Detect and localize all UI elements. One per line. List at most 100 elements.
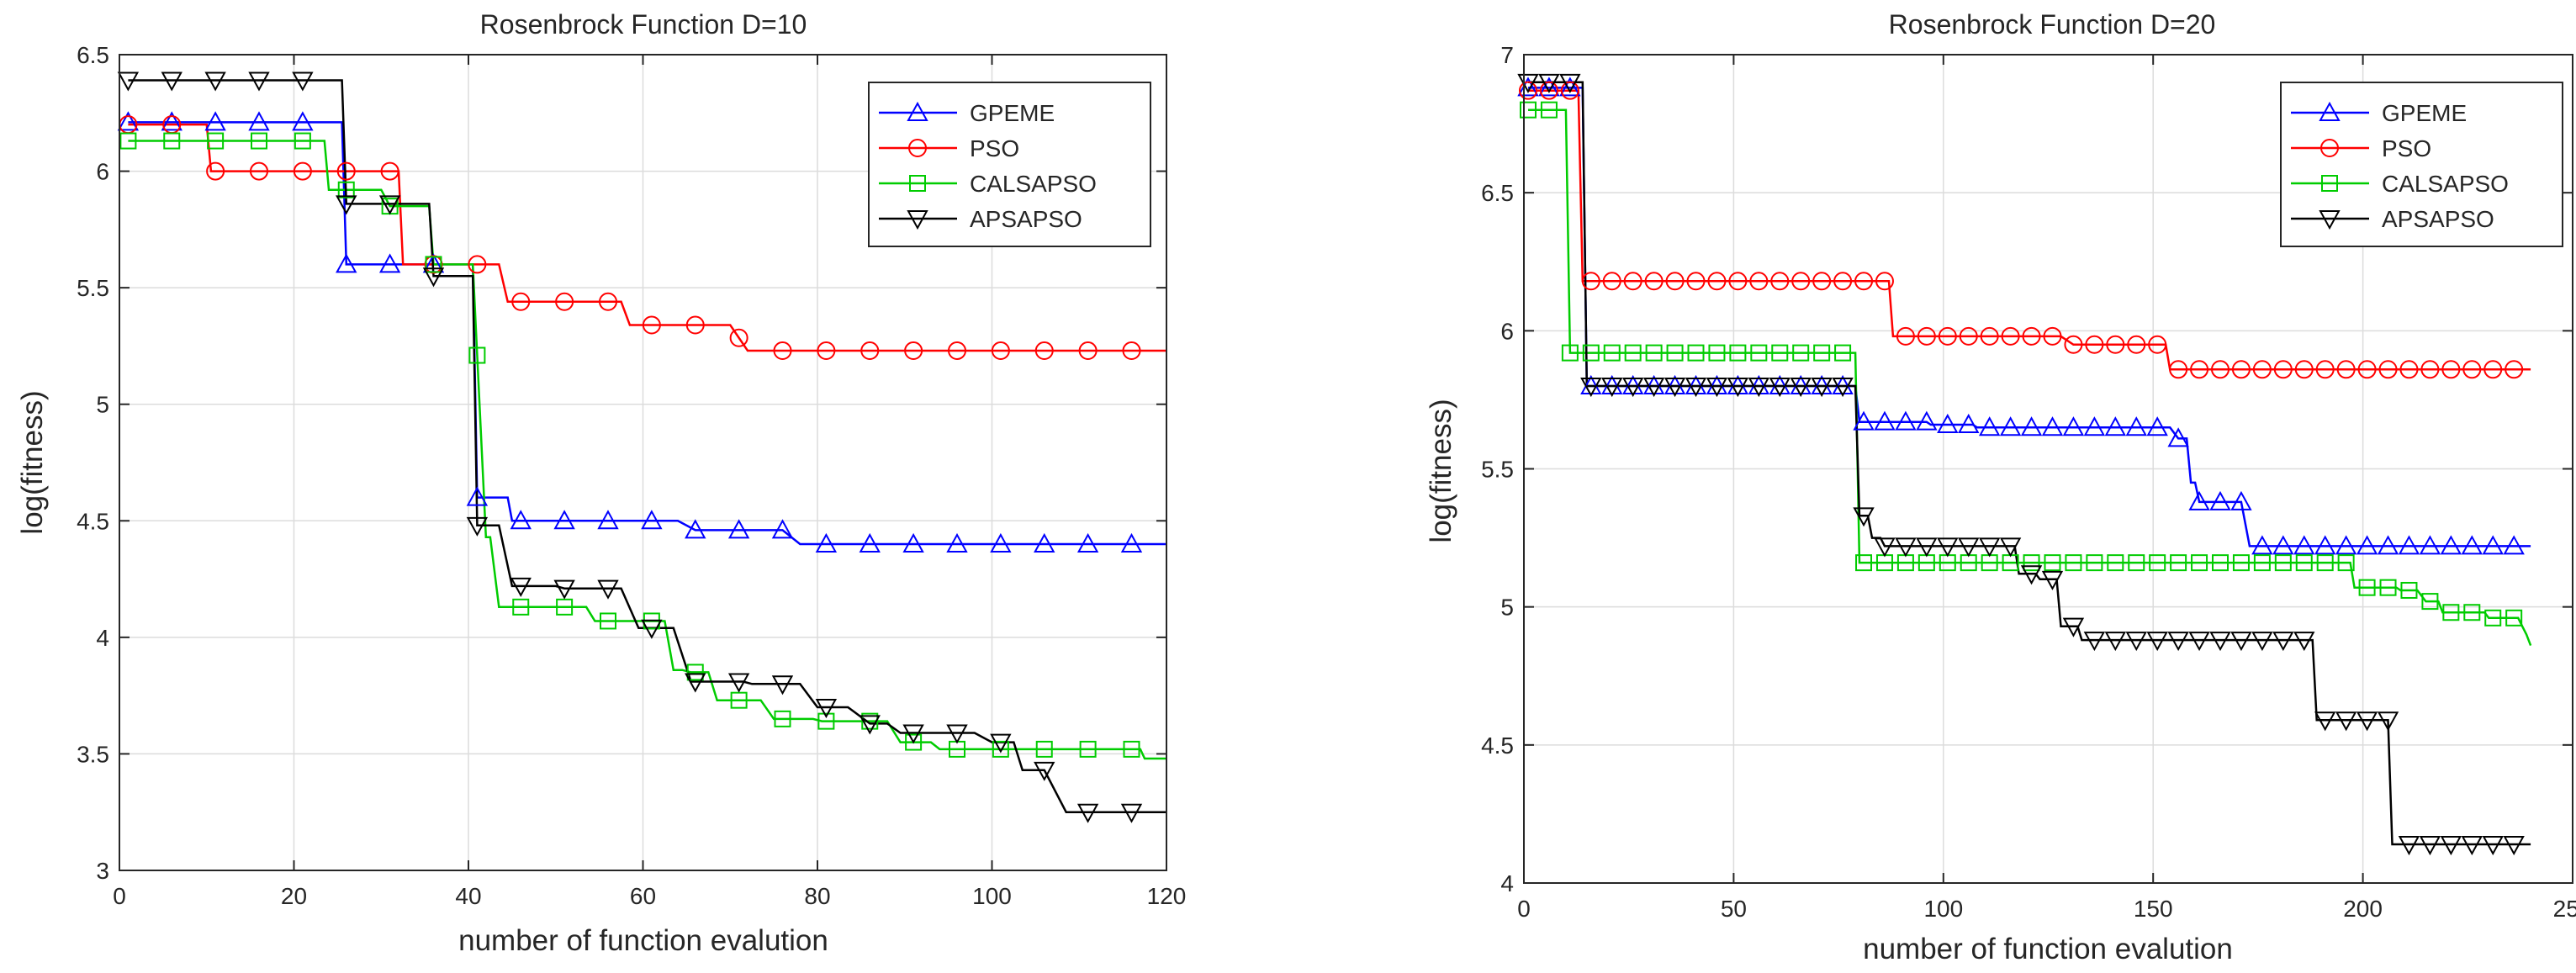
data-point-pso	[2336, 360, 2356, 379]
data-point-gpeme	[2146, 416, 2168, 436]
data-point-pso	[1875, 272, 1894, 291]
data-point-calsapso	[2274, 554, 2292, 572]
data-point-apsapso	[2020, 565, 2043, 585]
data-point-apsapso	[292, 71, 314, 92]
y-tick-label: 6.5	[1481, 180, 1514, 206]
legend-marker-calsapso	[2321, 175, 2338, 192]
data-point-apsapso	[946, 724, 968, 744]
data-point-gpeme	[2062, 416, 2085, 436]
x-tick-label: 150	[2134, 896, 2173, 922]
data-point-apsapso	[2062, 617, 2085, 637]
data-point-calsapso	[2170, 554, 2187, 572]
y-axis-label: log(fitness)	[16, 390, 49, 534]
x-tick-label: 40	[455, 883, 481, 909]
data-point-apsapso	[727, 673, 750, 693]
data-point-pso	[817, 341, 836, 360]
data-point-pso	[2294, 360, 2314, 379]
legend-label-pso: PSO	[2382, 135, 2431, 161]
data-point-calsapso	[2463, 604, 2481, 621]
data-point-gpeme	[2188, 490, 2210, 510]
data-point-calsapso	[1834, 344, 1852, 362]
data-point-pso	[336, 161, 356, 181]
data-point-pso	[2420, 360, 2440, 379]
x-tick-label: 0	[1517, 896, 1531, 922]
x-tick-label: 0	[113, 883, 126, 909]
data-point-apsapso	[641, 619, 663, 639]
data-point-calsapso	[1079, 740, 1097, 758]
data-point-calsapso	[1035, 740, 1053, 758]
data-point-apsapso	[1999, 537, 2022, 558]
data-point-calsapso	[1750, 344, 1768, 362]
data-point-calsapso	[556, 598, 574, 616]
data-point-apsapso	[378, 195, 401, 215]
data-point-calsapso	[119, 132, 137, 150]
data-point-gpeme	[161, 111, 182, 131]
data-point-pso	[293, 161, 312, 181]
data-point-apsapso	[1978, 537, 2001, 558]
data-point-calsapso	[512, 598, 530, 616]
data-point-apsapso	[1580, 378, 1602, 398]
data-point-apsapso	[2167, 632, 2189, 652]
data-point-calsapso	[2295, 554, 2313, 572]
data-point-apsapso	[2230, 632, 2252, 652]
data-point-pso	[1078, 341, 1098, 360]
data-point-gpeme	[1895, 410, 1917, 431]
data-point-apsapso	[2272, 632, 2294, 652]
data-point-apsapso	[2398, 836, 2420, 856]
y-tick-label: 3	[96, 858, 109, 884]
data-point-pso	[1581, 272, 1600, 291]
data-point-gpeme	[117, 111, 140, 131]
data-point-apsapso	[1748, 378, 1770, 398]
data-point-pso	[1122, 341, 1141, 360]
data-point-calsapso	[2232, 554, 2250, 572]
data-point-calsapso	[294, 132, 311, 150]
data-point-pso	[511, 292, 531, 311]
data-point-gpeme	[336, 253, 357, 273]
data-point-pso	[773, 341, 792, 360]
data-point-apsapso	[2188, 632, 2210, 652]
data-point-apsapso	[2083, 632, 2106, 652]
data-point-gpeme	[1853, 410, 1875, 431]
x-tick-label: 100	[972, 883, 1012, 909]
data-point-apsapso	[1034, 761, 1055, 781]
data-point-calsapso	[468, 346, 486, 364]
data-point-pso	[2211, 360, 2230, 379]
data-point-calsapso	[2191, 554, 2208, 572]
data-point-calsapso	[1792, 344, 1810, 362]
data-point-pso	[729, 328, 748, 347]
legend-label-pso: PSO	[970, 135, 1019, 161]
data-point-calsapso	[1123, 740, 1140, 758]
x-axis-label: number of function evalution	[1863, 933, 2233, 965]
data-point-apsapso	[771, 675, 794, 695]
data-point-apsapso	[2209, 632, 2231, 652]
data-point-pso	[991, 341, 1010, 360]
data-point-apsapso	[553, 579, 575, 600]
data-point-gpeme	[1559, 77, 1581, 97]
legend-label-calsapso: CALSAPSO	[970, 171, 1097, 197]
data-point-calsapso	[425, 256, 442, 273]
data-point-apsapso	[161, 71, 182, 92]
data-point-pso	[2190, 360, 2209, 379]
legend-label-gpeme: GPEME	[2382, 100, 2467, 126]
data-point-pso	[1560, 81, 1579, 100]
data-point-calsapso	[1519, 101, 1537, 119]
x-tick-label: 60	[630, 883, 656, 909]
data-point-apsapso	[1916, 537, 1938, 558]
data-point-gpeme	[2461, 535, 2483, 555]
data-point-apsapso	[1853, 507, 1875, 527]
data-point-gpeme	[2419, 535, 2441, 555]
data-point-apsapso	[2335, 711, 2357, 732]
data-point-gpeme	[2440, 535, 2462, 555]
data-point-gpeme	[727, 519, 750, 539]
data-point-pso	[642, 315, 661, 335]
legend-marker-pso	[2320, 139, 2339, 157]
data-point-gpeme	[859, 532, 881, 553]
data-point-pso	[948, 341, 966, 360]
data-point-gpeme	[2167, 427, 2189, 447]
data-point-calsapso	[1687, 344, 1705, 362]
y-tick-label: 5.5	[1481, 457, 1514, 483]
y-tick-label: 4	[96, 625, 109, 651]
data-point-apsapso	[1727, 378, 1749, 398]
data-point-pso	[250, 161, 268, 181]
